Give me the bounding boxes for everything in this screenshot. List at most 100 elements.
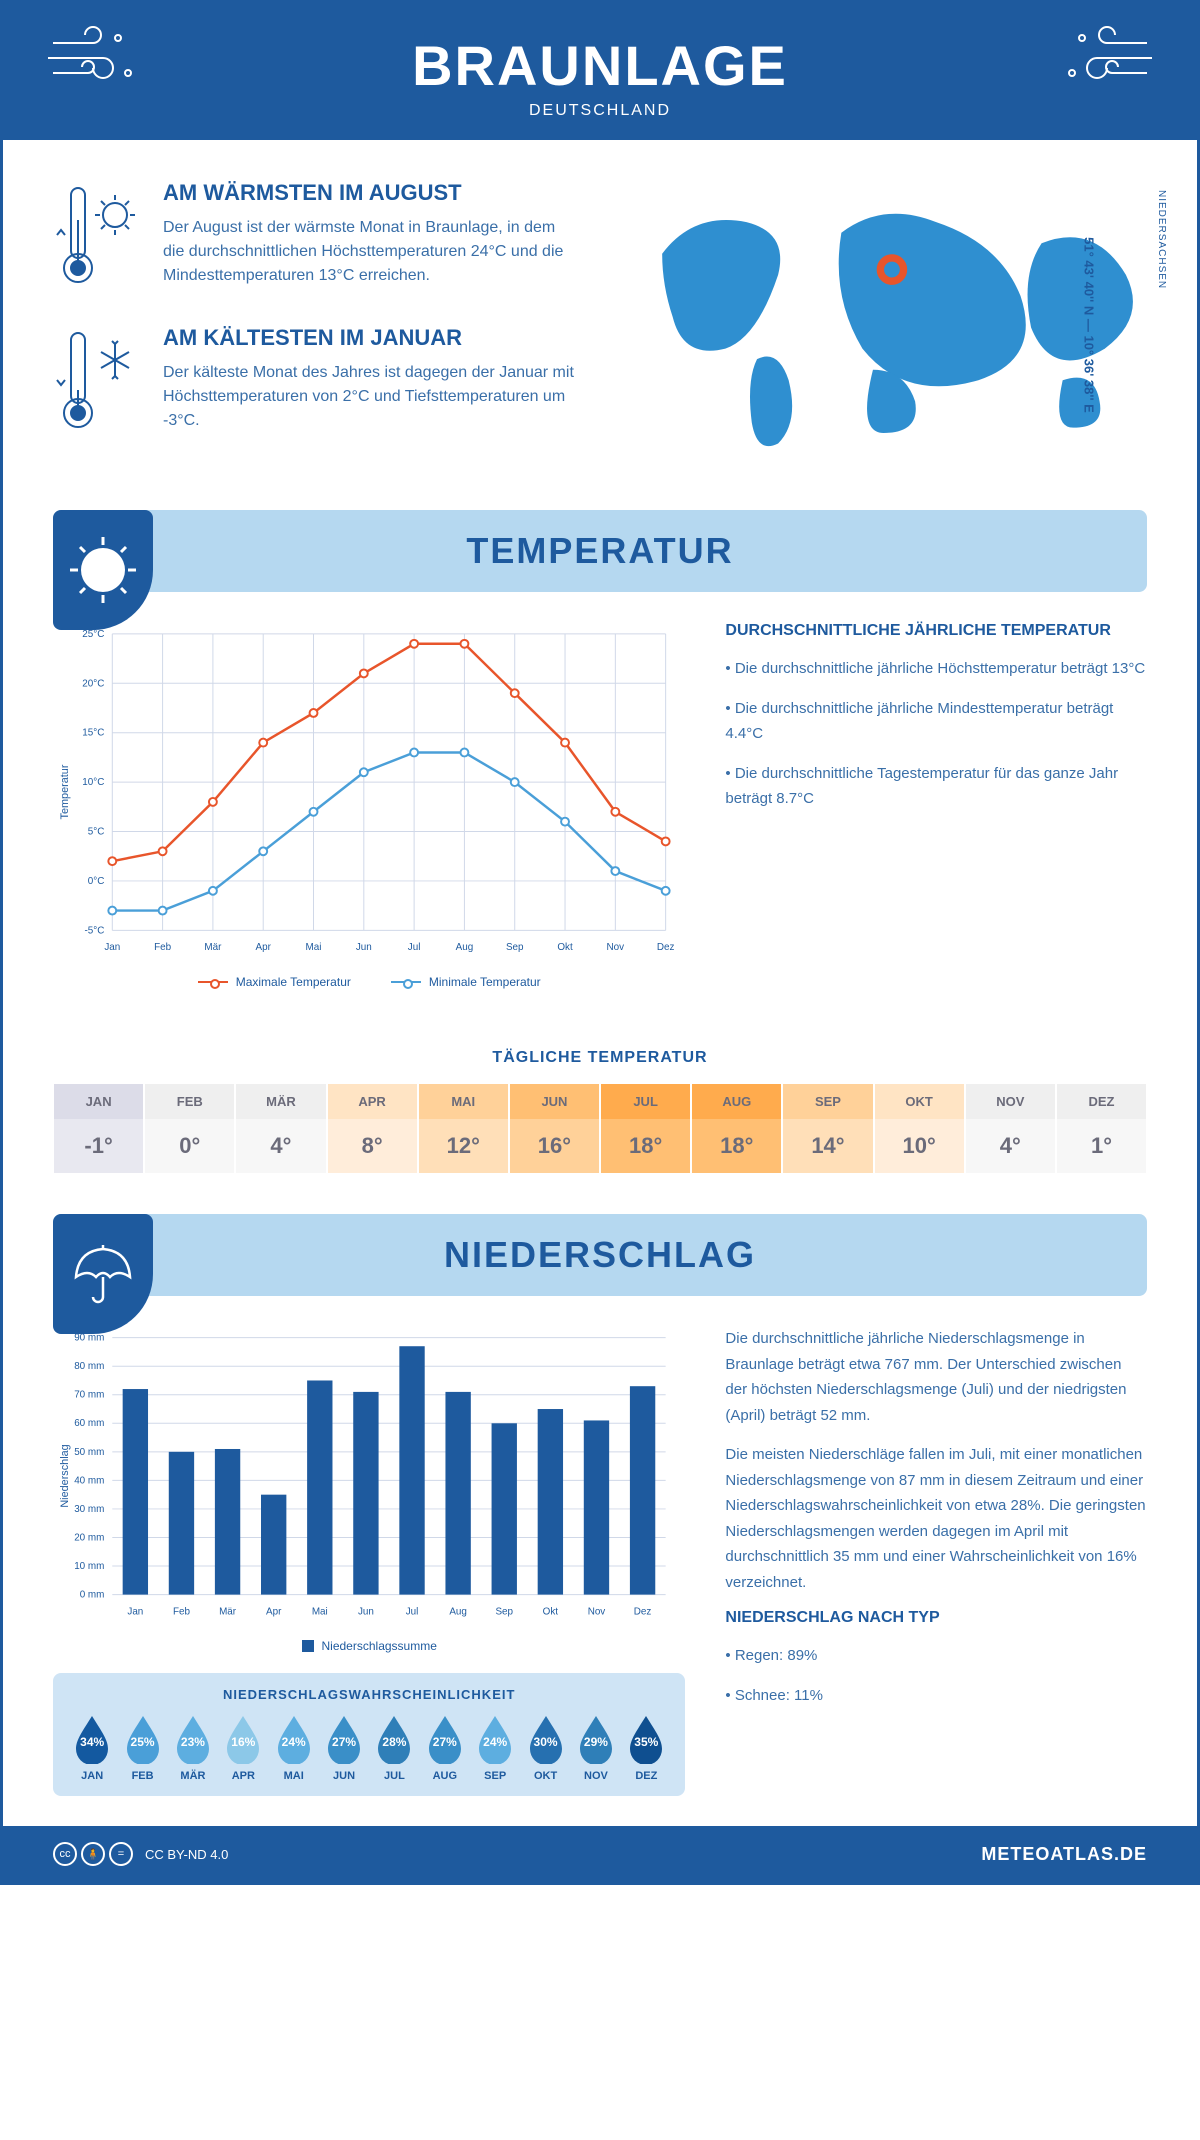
svg-text:Jun: Jun: [356, 942, 372, 953]
svg-text:Nov: Nov: [607, 942, 625, 953]
prob-item: 24% SEP: [470, 1714, 520, 1782]
world-map-icon: [620, 180, 1147, 454]
temp-cell: OKT 10°: [874, 1083, 965, 1174]
svg-text:Aug: Aug: [449, 1606, 467, 1617]
svg-text:Jan: Jan: [127, 1606, 143, 1617]
footer-site: METEOATLAS.DE: [981, 1844, 1147, 1865]
svg-text:20°C: 20°C: [82, 678, 104, 689]
precip-info-p2: Die meisten Niederschläge fallen im Juli…: [725, 1442, 1147, 1595]
prob-item: 23% MÄR: [168, 1714, 218, 1782]
precipitation-bar-chart: 0 mm10 mm20 mm30 mm40 mm50 mm60 mm70 mm8…: [53, 1326, 685, 1626]
coldest-desc: Der kälteste Monat des Jahres ist dagege…: [163, 361, 580, 433]
temp-info-p2: • Die durchschnittliche jährliche Mindes…: [725, 696, 1147, 747]
intro-left: AM WÄRMSTEN IM AUGUST Der August ist der…: [53, 180, 580, 470]
precip-info: Die durchschnittliche jährliche Niedersc…: [725, 1326, 1147, 1796]
wind-icon-left: [43, 23, 143, 98]
prob-item: 30% OKT: [520, 1714, 570, 1782]
temp-legend: Maximale Temperatur Minimale Temperatur: [53, 975, 685, 989]
svg-text:Jun: Jun: [358, 1606, 374, 1617]
license-text: CC BY-ND 4.0: [145, 1847, 228, 1862]
prob-item: 35% DEZ: [621, 1714, 671, 1782]
svg-text:15°C: 15°C: [82, 728, 104, 739]
svg-text:Nov: Nov: [588, 1606, 606, 1617]
temp-chart-container: -5°C0°C5°C10°C15°C20°C25°CJanFebMärAprMa…: [53, 622, 685, 989]
temp-cell: APR 8°: [327, 1083, 418, 1174]
temperature-section-header: TEMPERATUR: [53, 510, 1147, 592]
svg-text:Mai: Mai: [312, 1606, 328, 1617]
coldest-text: AM KÄLTESTEN IM JANUAR Der kälteste Mona…: [163, 325, 580, 440]
svg-text:0 mm: 0 mm: [80, 1590, 105, 1601]
svg-text:Okt: Okt: [557, 942, 573, 953]
map-container: NIEDERSACHSEN 51° 43' 40'' N — 10° 36' 3…: [620, 180, 1147, 470]
precipitation-section-header: NIEDERSCHLAG: [53, 1214, 1147, 1296]
page-title: BRAUNLAGE: [23, 33, 1177, 98]
daily-temp-table: JAN -1° FEB 0° MÄR 4° APR 8° MAI 12° JUN…: [53, 1083, 1147, 1174]
temp-cell: AUG 18°: [691, 1083, 782, 1174]
svg-text:Temperatur: Temperatur: [59, 764, 71, 819]
precipitation-section: 0 mm10 mm20 mm30 mm40 mm50 mm60 mm70 mm8…: [3, 1296, 1197, 1826]
header: BRAUNLAGE DEUTSCHLAND: [3, 3, 1197, 140]
prob-item: 34% JAN: [67, 1714, 117, 1782]
temp-info-p1: • Die durchschnittliche jährliche Höchst…: [725, 656, 1147, 682]
prob-item: 16% APR: [218, 1714, 268, 1782]
temp-cell: JUN 16°: [509, 1083, 600, 1174]
temp-cell: DEZ 1°: [1056, 1083, 1147, 1174]
svg-text:Jul: Jul: [406, 1606, 419, 1617]
prob-item: 29% NOV: [571, 1714, 621, 1782]
footer-license: cc 🧍 = CC BY-ND 4.0: [53, 1842, 228, 1866]
probability-title: NIEDERSCHLAGSWAHRSCHEINLICHKEIT: [67, 1687, 671, 1702]
temperature-line-chart: -5°C0°C5°C10°C15°C20°C25°CJanFebMärAprMa…: [53, 622, 685, 962]
warmest-text: AM WÄRMSTEN IM AUGUST Der August ist der…: [163, 180, 580, 295]
svg-text:Jan: Jan: [104, 942, 120, 953]
svg-text:-5°C: -5°C: [85, 925, 105, 936]
warmest-title: AM WÄRMSTEN IM AUGUST: [163, 180, 580, 206]
svg-text:40 mm: 40 mm: [74, 1475, 104, 1486]
svg-text:Mär: Mär: [204, 942, 222, 953]
svg-text:Mai: Mai: [306, 942, 322, 953]
temp-info-title: DURCHSCHNITTLICHE JÄHRLICHE TEMPERATUR: [725, 622, 1147, 640]
svg-text:10 mm: 10 mm: [74, 1561, 104, 1572]
by-icon: 🧍: [81, 1842, 105, 1866]
precip-type2: • Schnee: 11%: [725, 1683, 1147, 1709]
svg-text:Okt: Okt: [543, 1606, 559, 1617]
temp-cell: MÄR 4°: [235, 1083, 326, 1174]
temp-info: DURCHSCHNITTLICHE JÄHRLICHE TEMPERATUR •…: [725, 622, 1147, 989]
precip-type1: • Regen: 89%: [725, 1643, 1147, 1669]
svg-text:10°C: 10°C: [82, 777, 104, 788]
page-container: BRAUNLAGE DEUTSCHLAND AM WÄRMSTEN IM AUG…: [0, 0, 1200, 1885]
svg-text:Niederschlag: Niederschlag: [59, 1444, 71, 1507]
cc-icons: cc 🧍 =: [53, 1842, 133, 1866]
precip-legend: Niederschlagssumme: [53, 1639, 685, 1653]
svg-text:Dez: Dez: [634, 1606, 652, 1617]
svg-text:60 mm: 60 mm: [74, 1418, 104, 1429]
coldest-block: AM KÄLTESTEN IM JANUAR Der kälteste Mona…: [53, 325, 580, 440]
coordinates: 51° 43' 40'' N — 10° 36' 38'' E: [1082, 237, 1097, 413]
svg-text:70 mm: 70 mm: [74, 1390, 104, 1401]
svg-text:Jul: Jul: [408, 942, 421, 953]
precip-chart-container: 0 mm10 mm20 mm30 mm40 mm50 mm60 mm70 mm8…: [53, 1326, 685, 1796]
svg-text:Sep: Sep: [506, 942, 524, 953]
prob-item: 27% AUG: [420, 1714, 470, 1782]
thermometer-snow-icon: [53, 325, 143, 440]
svg-text:5°C: 5°C: [88, 826, 105, 837]
legend-min: Minimale Temperatur: [391, 975, 541, 989]
legend-precip: Niederschlagssumme: [302, 1639, 437, 1653]
nd-icon: =: [109, 1842, 133, 1866]
svg-text:Mär: Mär: [219, 1606, 237, 1617]
probability-row: 34% JAN 25% FEB 23% MÄR 16% APR: [67, 1714, 671, 1782]
temperature-title: TEMPERATUR: [83, 530, 1117, 572]
precipitation-title: NIEDERSCHLAG: [83, 1234, 1117, 1276]
svg-text:50 mm: 50 mm: [74, 1447, 104, 1458]
prob-item: 28% JUL: [369, 1714, 419, 1782]
svg-text:Feb: Feb: [154, 942, 172, 953]
svg-text:25°C: 25°C: [82, 629, 104, 640]
page-subtitle: DEUTSCHLAND: [23, 102, 1177, 120]
wind-icon-right: [1057, 23, 1157, 98]
prob-item: 25% FEB: [117, 1714, 167, 1782]
cc-icon: cc: [53, 1842, 77, 1866]
precip-type-title: NIEDERSCHLAG NACH TYP: [725, 1609, 1147, 1627]
region-label: NIEDERSACHSEN: [1156, 190, 1167, 289]
intro-section: AM WÄRMSTEN IM AUGUST Der August ist der…: [3, 140, 1197, 510]
svg-text:Aug: Aug: [456, 942, 474, 953]
svg-text:Feb: Feb: [173, 1606, 191, 1617]
